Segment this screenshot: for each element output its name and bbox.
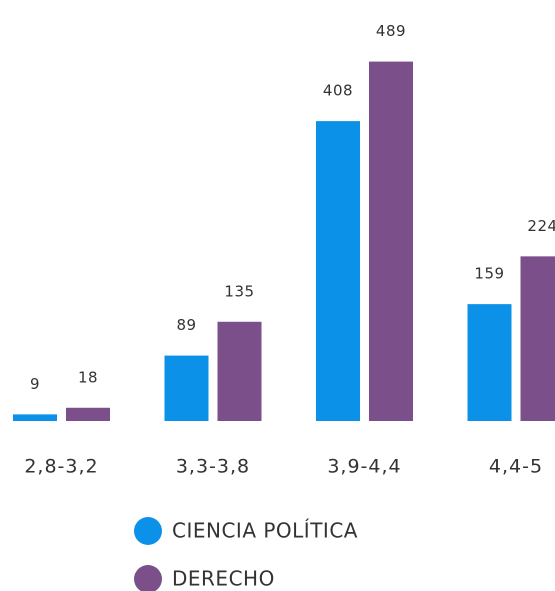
x-tick-label: 4,4-5 (489, 456, 543, 478)
legend-label: DERECHO (172, 567, 275, 591)
bar (13, 414, 57, 421)
value-label: 18 (78, 368, 98, 386)
legend-label: CIENCIA POLÍTICA (172, 519, 358, 543)
value-label: 224 (527, 217, 555, 235)
value-label: 408 (323, 82, 353, 100)
x-tick-label: 3,3-3,8 (176, 456, 250, 478)
bar (369, 61, 413, 422)
bar (316, 121, 360, 422)
value-label: 159 (474, 265, 504, 283)
bar (467, 304, 512, 421)
bar (164, 355, 209, 421)
x-tick-label: 3,9-4,4 (327, 456, 401, 478)
value-label: 135 (224, 282, 254, 300)
value-label: 9 (30, 375, 40, 393)
legend-marker (134, 517, 162, 545)
legend-marker (134, 565, 162, 591)
value-label: 89 (176, 316, 196, 334)
x-tick-label: 2,8-3,2 (24, 456, 98, 478)
bar (66, 407, 110, 421)
bar (520, 256, 555, 421)
value-label: 489 (376, 22, 406, 40)
bar (217, 321, 262, 421)
